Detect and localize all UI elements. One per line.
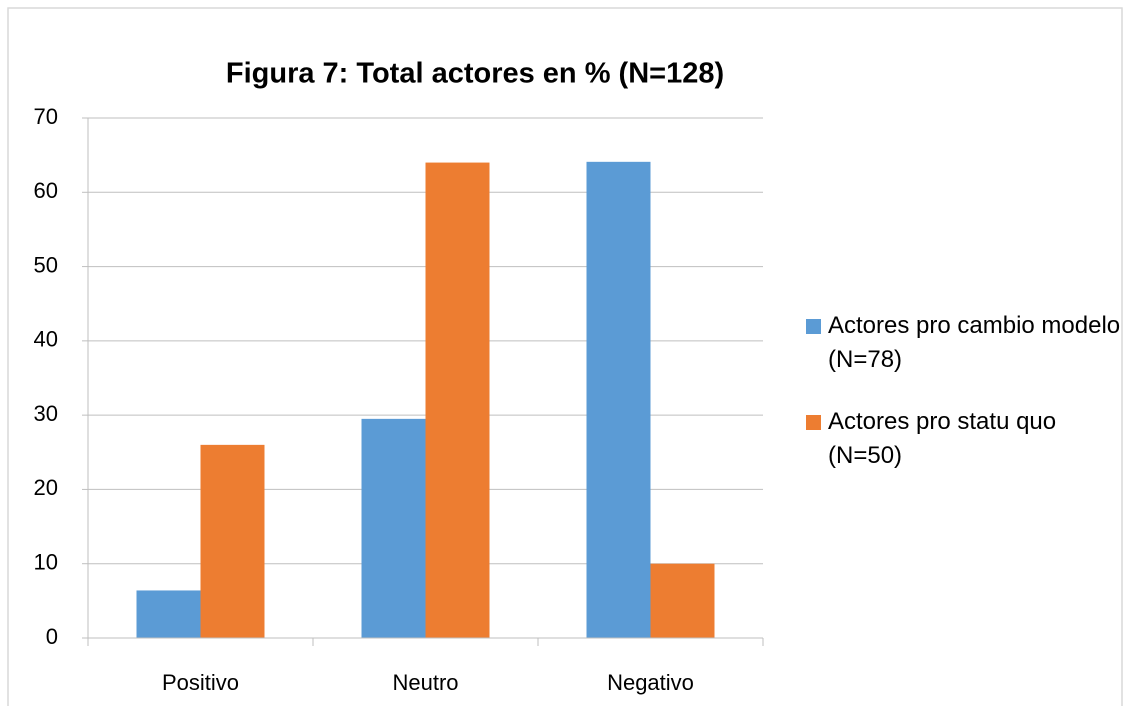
bar: [136, 590, 201, 638]
chart-title: Figura 7: Total actores en % (N=128): [226, 58, 724, 90]
y-tick-label: 60: [34, 178, 58, 203]
bar: [361, 418, 426, 638]
y-tick-label: 20: [34, 475, 58, 500]
x-tick-label: Positivo: [162, 670, 239, 695]
x-tick-label: Negativo: [607, 670, 694, 695]
y-tick-label: 0: [46, 624, 58, 649]
y-tick-label: 10: [34, 550, 58, 575]
chart-frame: [7, 7, 1123, 706]
y-tick-label: 70: [34, 104, 58, 129]
bar: [425, 162, 490, 639]
y-tick-label: 30: [34, 401, 58, 426]
x-tick-label: Neutro: [392, 670, 458, 695]
y-tick-label: 40: [34, 327, 58, 352]
bar: [586, 161, 651, 639]
bar: [650, 563, 715, 638]
bar: [200, 444, 265, 638]
legend-swatch: [806, 319, 821, 334]
legend-label: Actores pro statu quo (N=50): [828, 408, 1057, 469]
legend-label: Actores pro cambio modelo (N=78): [828, 312, 1121, 373]
y-tick-label: 50: [34, 252, 58, 277]
legend-swatch: [806, 415, 821, 430]
